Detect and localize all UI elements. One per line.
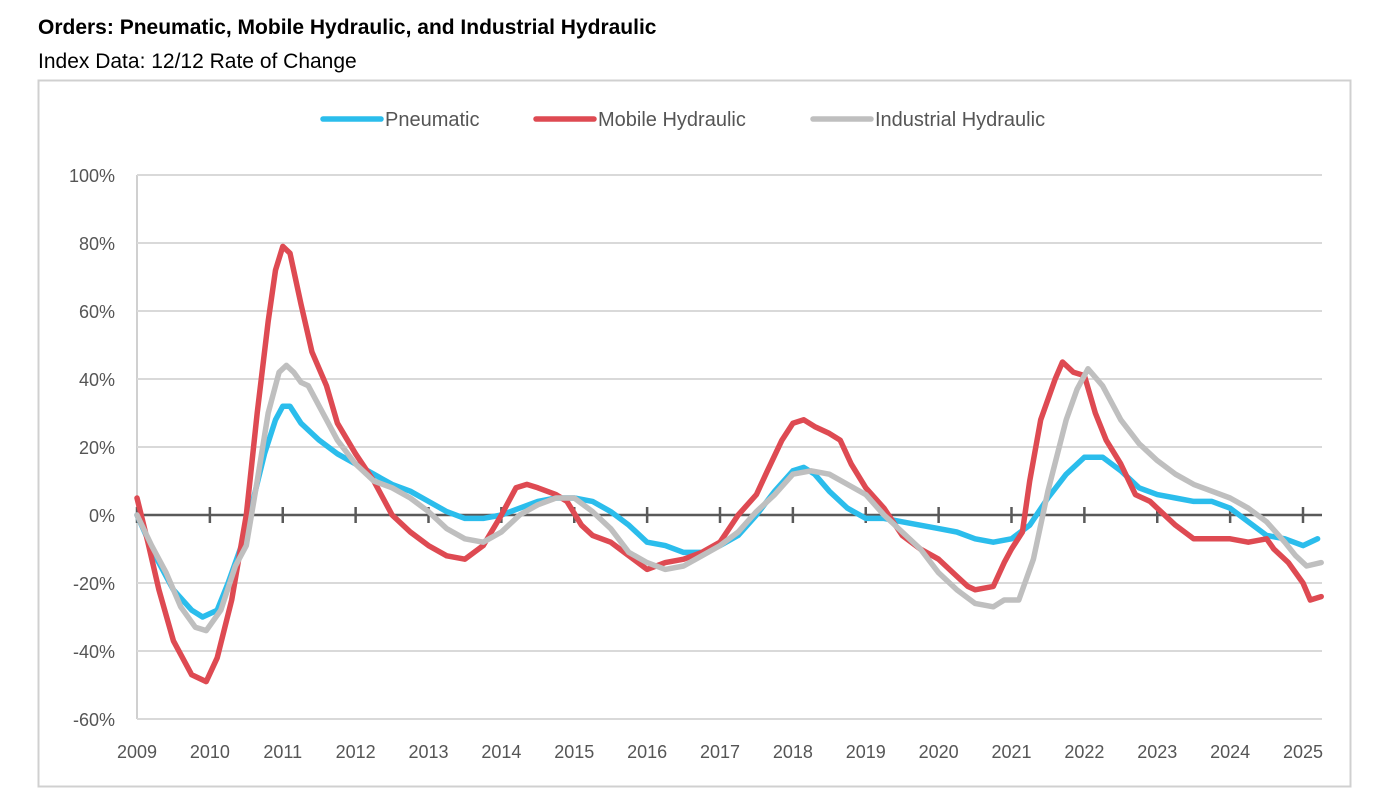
x-tick-label: 2017 <box>700 742 740 762</box>
x-tick-label: 2015 <box>554 742 594 762</box>
y-tick-label: -60% <box>73 710 115 730</box>
x-tick-label: 2009 <box>117 742 157 762</box>
x-tick-label: 2016 <box>627 742 667 762</box>
x-tick-label: 2023 <box>1137 742 1177 762</box>
chart-subtitle: Index Data: 12/12 Rate of Change <box>38 50 357 73</box>
chart-title: Orders: Pneumatic, Mobile Hydraulic, and… <box>38 16 657 39</box>
series-line-industrial-hydraulic <box>134 362 1324 634</box>
y-tick-label: 80% <box>79 234 115 254</box>
x-tick-label: 2021 <box>991 742 1031 762</box>
series-line-mobile-hydraulic <box>134 243 1324 685</box>
legend-label-mobile-hydraulic: Mobile Hydraulic <box>598 109 746 131</box>
legend-label-industrial-hydraulic: Industrial Hydraulic <box>875 109 1045 131</box>
x-tick-label: 2013 <box>408 742 448 762</box>
x-tick-label: 2019 <box>846 742 886 762</box>
x-tick-label: 2025 <box>1283 742 1323 762</box>
x-tick-label: 2022 <box>1064 742 1104 762</box>
y-tick-label: 60% <box>79 302 115 322</box>
x-tick-label: 2024 <box>1210 742 1250 762</box>
x-tick-label: 2018 <box>773 742 813 762</box>
x-tick-label: 2014 <box>481 742 521 762</box>
legend-label-pneumatic: Pneumatic <box>385 109 480 131</box>
series-line-pneumatic <box>134 403 1321 620</box>
y-tick-label: 100% <box>69 166 115 186</box>
y-tick-label: 0% <box>89 506 115 526</box>
x-tick-label: 2012 <box>336 742 376 762</box>
x-tick-label: 2011 <box>263 742 302 762</box>
y-tick-label: -40% <box>73 642 115 662</box>
x-tick-label: 2010 <box>190 742 230 762</box>
x-tick-label: 2020 <box>919 742 959 762</box>
y-tick-label: -20% <box>73 574 115 594</box>
y-tick-label: 40% <box>79 370 115 390</box>
y-tick-label: 20% <box>79 438 115 458</box>
chart-border <box>37 79 1352 788</box>
